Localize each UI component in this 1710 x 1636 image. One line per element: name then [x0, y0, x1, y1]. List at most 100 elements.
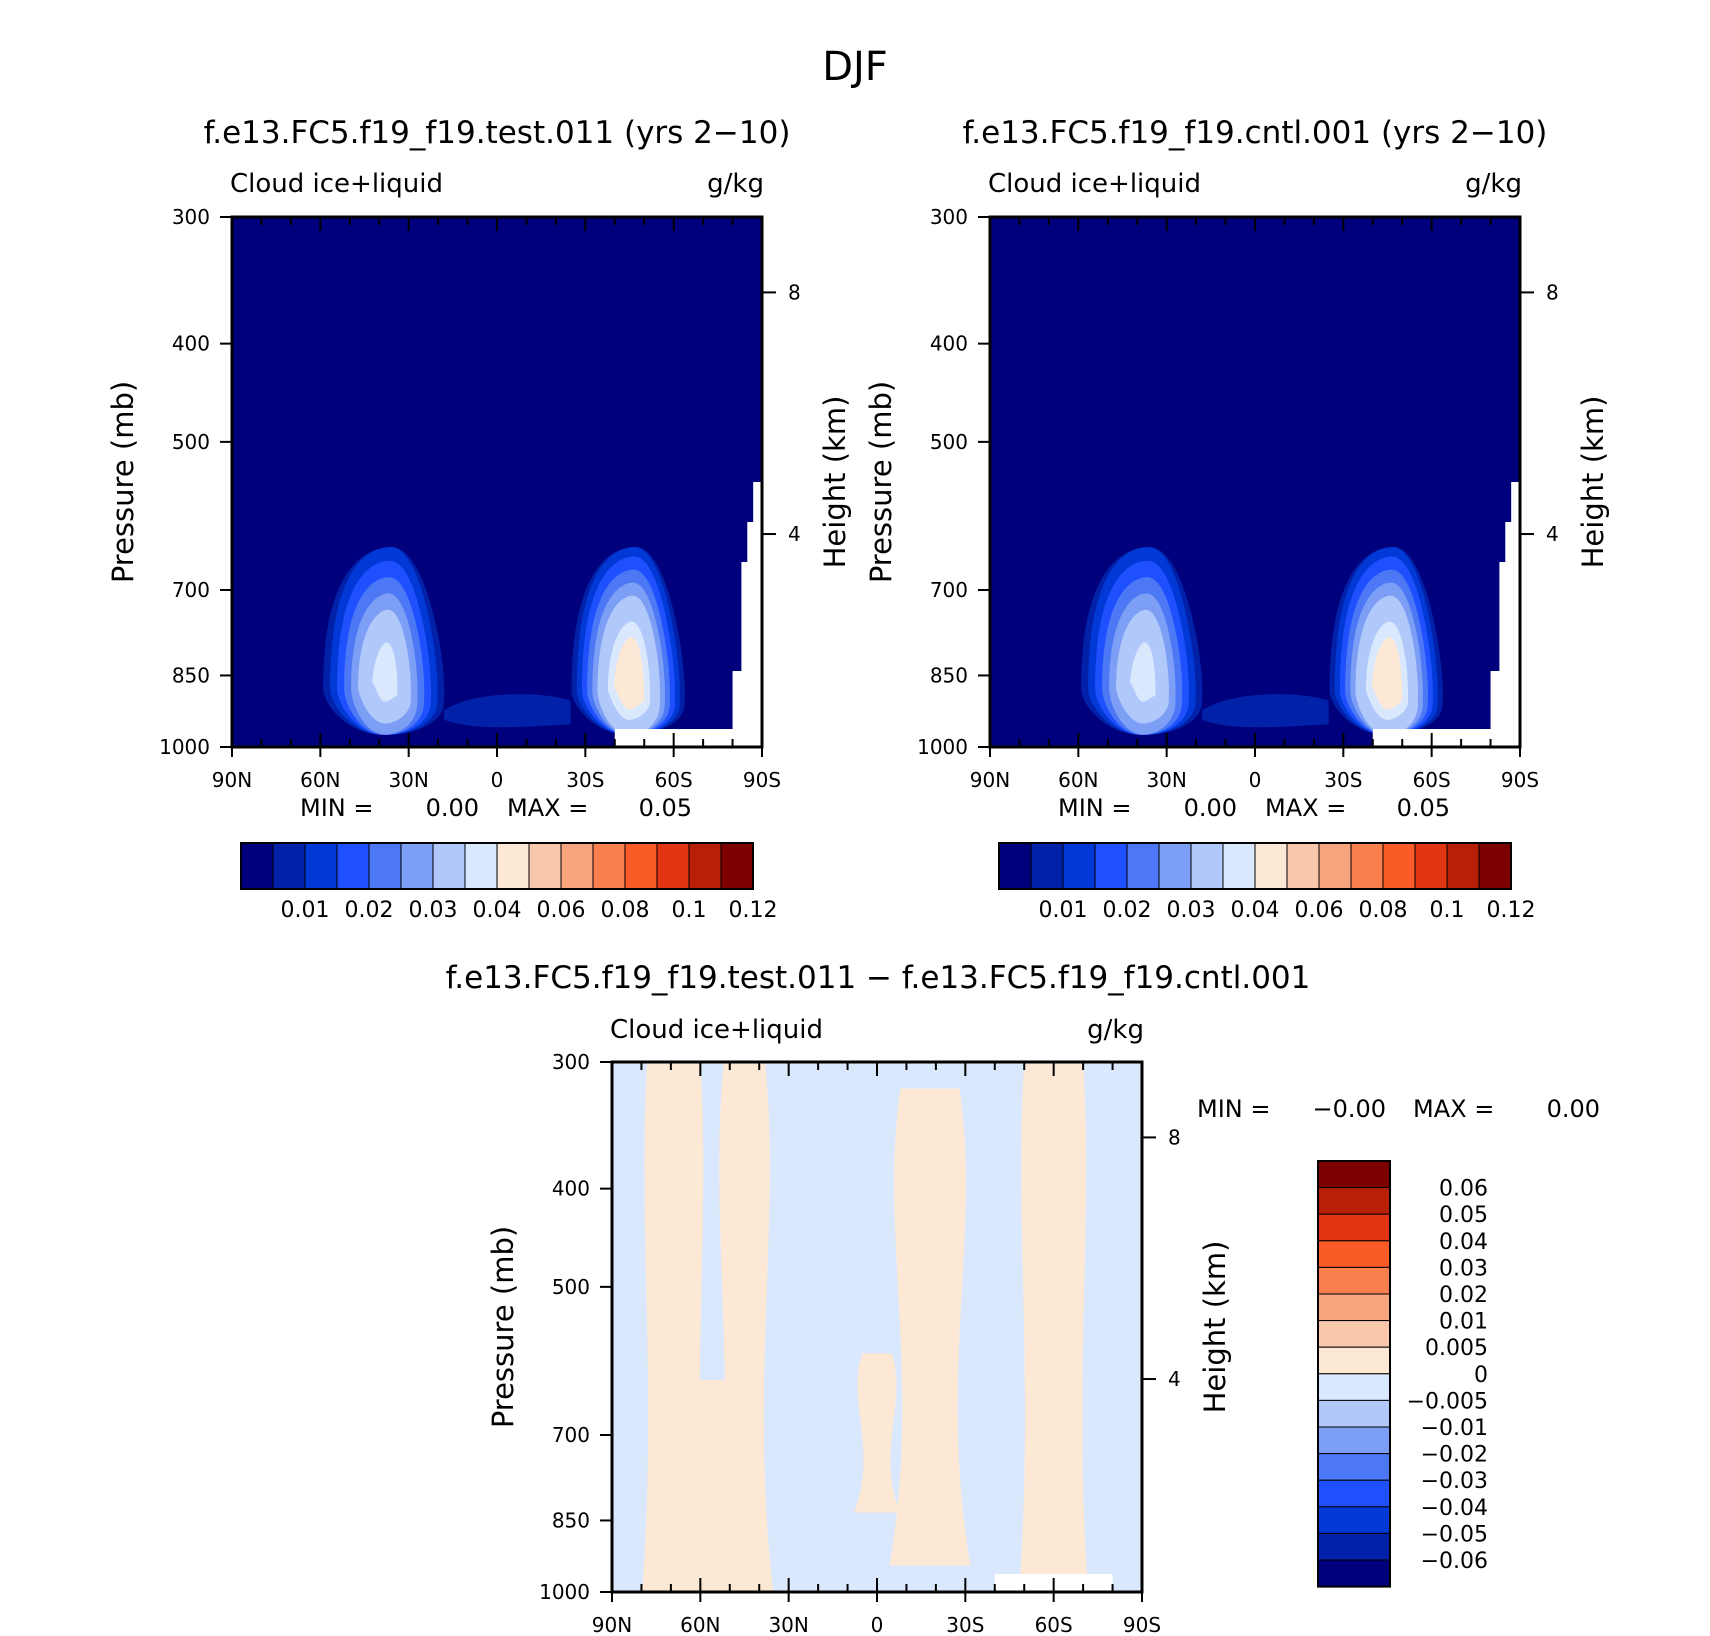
colorbar-box — [1317, 1373, 1391, 1401]
units-label: g/kg — [707, 169, 764, 199]
colorbar-label: −0.02 — [1421, 1443, 1488, 1468]
colorbar-label: 0.03 — [409, 898, 458, 923]
colorbar-label: 0.005 — [1425, 1336, 1488, 1361]
colorbar-box — [1317, 1479, 1391, 1508]
colorbar-box — [1478, 842, 1512, 890]
units-label: g/kg — [1465, 169, 1522, 199]
colorbar-box — [1318, 842, 1352, 890]
colorbar-box — [998, 842, 1032, 890]
colorbar-box — [1126, 842, 1160, 890]
axes: 90N 60N 30N 0 30S 60S 90S 300 400 500 700 850 1000 8 4 — [917, 205, 1559, 792]
panel-title: f.e13.FC5.f19_f19.cntl.001 (yrs 2−10) — [963, 115, 1548, 151]
panel-difference: f.e13.FC5.f19_f19.test.011 − f.e13.FC5.f… — [446, 960, 1600, 1636]
y-tick-label: 850 — [930, 663, 968, 687]
colorbar-label: 0.01 — [281, 898, 330, 923]
colorbar-box — [1446, 842, 1480, 890]
y-tick-label: 400 — [172, 332, 210, 356]
contour-fill — [1202, 694, 1329, 728]
max-label: MAX = — [1265, 794, 1346, 822]
colorbar-box — [528, 842, 562, 890]
y-right-tick-label: 8 — [1168, 1125, 1181, 1149]
panel-title: f.e13.FC5.f19_f19.test.011 (yrs 2−10) — [204, 115, 791, 151]
colorbar-frame — [240, 842, 754, 890]
min-label: MIN = — [1058, 794, 1131, 822]
max-label: MAX = — [1413, 1095, 1494, 1123]
contour-fill — [1130, 642, 1156, 702]
colorbar-label: 0.03 — [1439, 1256, 1488, 1281]
colorbar-label: −0.01 — [1421, 1416, 1488, 1441]
colorbar: 0.01 0.02 0.03 0.04 0.06 0.08 0.1 0.12 — [240, 842, 778, 923]
colorbar-label: 0.1 — [672, 898, 707, 923]
colorbar-box — [240, 842, 274, 890]
x-tick-label: 30S — [946, 1613, 984, 1636]
max-label: MAX = — [507, 794, 588, 822]
colorbar-label: 0.12 — [1487, 898, 1536, 923]
field-contours — [232, 217, 762, 747]
x-tick-label: 0 — [1249, 768, 1262, 792]
colorbar-label: 0.12 — [729, 898, 778, 923]
panel-cntl: f.e13.FC5.f19_f19.cntl.001 (yrs 2−10) Cl… — [864, 115, 1610, 923]
max-value: 0.05 — [639, 794, 692, 822]
y-tick-label: 500 — [172, 430, 210, 454]
contour-fill — [1372, 637, 1403, 710]
colorbar-box — [656, 842, 690, 890]
colorbar-label: −0.05 — [1421, 1522, 1488, 1547]
colorbar-label: 0.04 — [1439, 1230, 1488, 1255]
colorbar-box — [432, 842, 466, 890]
y-axis-label: Pressure (mb) — [106, 381, 140, 583]
colorbar-label: 0 — [1474, 1363, 1488, 1388]
y-right-tick-label: 4 — [788, 522, 801, 546]
colorbar-box — [1317, 1240, 1391, 1268]
variable-label: Cloud ice+liquid — [230, 169, 443, 199]
colorbar-box — [1317, 1532, 1391, 1561]
x-tick-label: 30S — [1324, 768, 1362, 792]
colorbar-box — [1350, 842, 1384, 890]
topography-mask — [1372, 482, 1520, 747]
x-tick-label: 60S — [655, 768, 693, 792]
colorbar-frame — [1317, 1160, 1391, 1588]
colorbar-label: 0.02 — [1439, 1283, 1488, 1308]
variable-label: Cloud ice+liquid — [610, 1015, 823, 1045]
contour-fill — [683, 1380, 747, 1592]
colorbar-box — [1414, 842, 1448, 890]
y-tick-label: 1000 — [159, 735, 210, 759]
x-tick-label: 90S — [743, 768, 781, 792]
y-axis-label: Pressure (mb) — [486, 1226, 520, 1428]
y-axis-right-label: Height (km) — [1198, 1241, 1232, 1414]
min-label: MIN = — [300, 794, 373, 822]
colorbar-box — [1158, 842, 1192, 890]
colorbar-box — [1030, 842, 1064, 890]
y-axis-label: Pressure (mb) — [864, 381, 898, 583]
y-tick-label: 700 — [172, 578, 210, 602]
topography-mask — [614, 482, 762, 747]
y-right-tick-label: 4 — [1546, 522, 1559, 546]
colorbar-box — [1317, 1266, 1391, 1295]
y-tick-label: 700 — [552, 1423, 590, 1447]
colorbar-box — [1062, 842, 1096, 890]
x-tick-label: 90N — [592, 1613, 632, 1636]
contour-fill — [1019, 1062, 1089, 1592]
colorbar-box — [1222, 842, 1256, 890]
colorbar-box — [464, 842, 498, 890]
colorbar-frame — [998, 842, 1512, 890]
colorbar-label: −0.005 — [1407, 1389, 1488, 1414]
colorbar-label: 0.03 — [1167, 898, 1216, 923]
min-label: MIN = — [1197, 1095, 1270, 1123]
x-tick-label: 60S — [1035, 1613, 1073, 1636]
x-tick-label: 0 — [871, 1613, 884, 1636]
colorbar-box — [1317, 1320, 1391, 1348]
colorbar-label: 0.1 — [1430, 898, 1465, 923]
axes: 90N 60N 30N 0 30S 60S 90S 300 400 500 700 850 1000 8 4 — [159, 205, 801, 792]
colorbar-box — [1094, 842, 1128, 890]
colorbar-box — [1317, 1293, 1391, 1322]
colorbar-label: 0.06 — [537, 898, 586, 923]
max-value: 0.05 — [1397, 794, 1450, 822]
x-tick-label: 30S — [566, 768, 604, 792]
colorbar-box — [1190, 842, 1224, 890]
colorbar-label: 0.08 — [601, 898, 650, 923]
colorbar-label: 0.02 — [345, 898, 394, 923]
x-tick-label: 60N — [300, 768, 340, 792]
colorbar-label: −0.04 — [1421, 1496, 1488, 1521]
y-right-tick-label: 8 — [788, 280, 801, 304]
